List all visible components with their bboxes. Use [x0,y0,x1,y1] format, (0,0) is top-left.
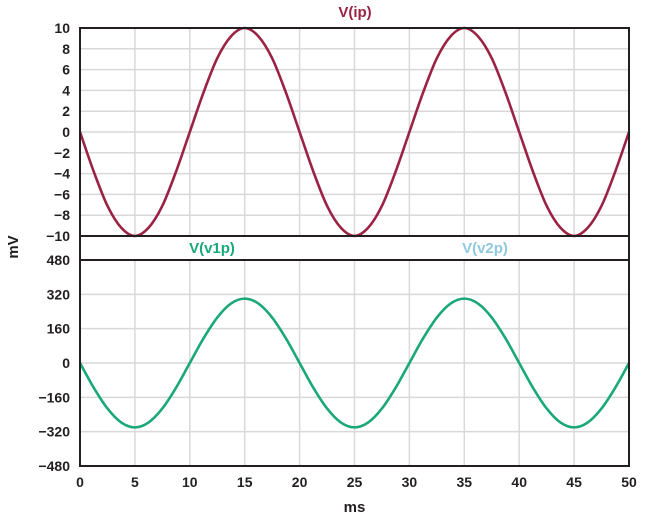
x-axis-title: ms [344,499,366,516]
y-tick-label: 2 [62,103,70,119]
series-line-v-v1p- [78,297,631,429]
x-tick-label: 50 [621,474,637,490]
x-tick-label: 30 [402,474,418,490]
y-tick-label: 8 [62,41,70,57]
y-tick-label: −10 [46,228,70,244]
y-tick-label: −320 [38,424,70,440]
x-tick-label: 25 [347,474,363,490]
y-tick-label: −480 [38,458,70,474]
x-tick-label: 40 [511,474,527,490]
x-tick-label: 15 [237,474,253,490]
legend-label: V(v1p) [189,240,235,257]
y-tick-label: 0 [62,124,70,140]
y-axis-title: mV [5,235,22,258]
x-tick-label: 20 [292,474,308,490]
x-tick-label: 35 [457,474,473,490]
y-tick-label: 6 [62,62,70,78]
x-tick-label: 5 [131,474,139,490]
y-tick-label: 320 [47,286,71,302]
x-tick-label: 45 [566,474,582,490]
legend-label: V(ip) [338,4,371,21]
y-tick-label: 480 [47,252,71,268]
legend-band [79,235,630,261]
plot-frame-bottom [79,259,630,467]
y-tick-label: −160 [38,389,70,405]
x-tick-label: 0 [76,474,84,490]
y-tick-label: 0 [62,355,70,371]
y-tick-label: −4 [54,166,70,182]
y-tick-label: −6 [54,186,70,202]
y-tick-label: −8 [54,207,70,223]
y-tick-label: 10 [54,20,70,36]
legend-label: V(v2p) [462,240,508,257]
x-tick-label: 10 [182,474,198,490]
y-tick-label: 160 [47,321,71,337]
y-tick-label: −2 [54,145,70,161]
y-tick-label: 4 [62,82,70,98]
